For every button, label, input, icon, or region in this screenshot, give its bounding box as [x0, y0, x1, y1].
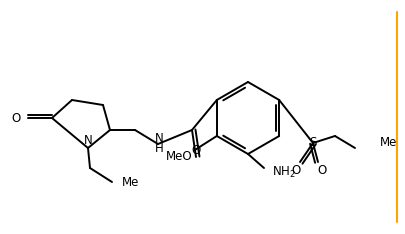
Text: S: S	[309, 136, 317, 150]
Text: O: O	[12, 111, 21, 124]
Text: N: N	[83, 135, 92, 147]
Text: O: O	[192, 143, 200, 157]
Text: MeO: MeO	[166, 150, 192, 162]
Text: N: N	[155, 132, 163, 145]
Text: Me: Me	[122, 176, 139, 189]
Text: O: O	[291, 164, 301, 176]
Text: NH$_2$: NH$_2$	[272, 165, 296, 179]
Text: H: H	[155, 143, 163, 156]
Text: Me: Me	[380, 135, 397, 149]
Text: O: O	[318, 164, 326, 176]
